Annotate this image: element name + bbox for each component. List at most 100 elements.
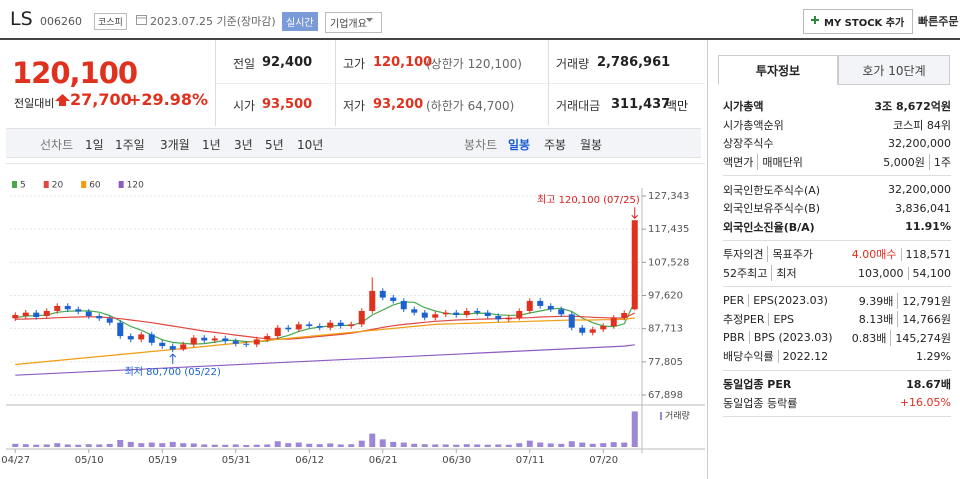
volume-bar [526,440,533,447]
row-value: 코스피 84위 [893,117,951,133]
candle-body [631,220,638,310]
volume-bar [621,442,628,447]
candle-body [558,309,565,315]
volume-bar [180,443,187,447]
candle-body [400,300,407,310]
candle-body [505,317,512,320]
row-label: 투자의견 목표주가 [723,246,813,263]
value-text: 4.00매수 [851,248,897,262]
change-amount: 27,700 [70,90,132,109]
value-text: 1.29% [916,349,951,363]
value-text: 32,200,000 [888,136,951,150]
info-divider [216,83,705,84]
volume-bar [33,444,40,447]
volume-legend: 거래량 [665,410,690,422]
period-tab[interactable]: 1일 [85,138,104,152]
candle-tab[interactable]: 일봉 [508,138,531,152]
row-label: PBR BPS (2023.03) [723,331,833,345]
candle-body [463,310,470,315]
row-value: 3조 8,672억원 [874,98,951,114]
y-tick-label: 107,528 [648,257,689,268]
label-text: 외국인보유주식수(B) [723,202,821,216]
value-text: 5,000원 [883,156,925,170]
ma-line [15,312,636,340]
candle-tab[interactable]: 봉차트 [464,138,498,152]
period-tab[interactable]: 3년 [234,138,253,152]
candle-body [484,312,491,316]
volume-bar [400,442,407,447]
period-tab[interactable]: 5년 [265,138,284,152]
period-tab[interactable]: 선차트 [40,138,74,152]
label-text: PBR [723,331,745,345]
value-text: 1주 [928,154,951,171]
side-tab[interactable]: 호가 10단계 [838,55,950,85]
info-note: (상한가 120,100) [426,57,522,71]
candle-body [85,311,92,316]
label-text: 매매단위 [757,154,803,171]
volume-bar [285,443,292,447]
calendar-icon [136,15,147,25]
info-unit: 백만 [666,99,689,113]
label-text: EPS(2023.03) [748,294,828,308]
info-label: 거래량 [556,57,590,71]
candle-body [159,342,166,347]
quick-order[interactable]: 빠른주문 [918,15,959,28]
stock-name: LS [10,8,33,30]
volume-bar [505,444,512,447]
candle-body [568,314,575,328]
candle-body [379,290,386,298]
period-tab[interactable]: 3개월 [160,138,190,152]
candle-body [243,343,250,345]
realtime-badge[interactable]: 실시간 [282,12,318,31]
period-tab[interactable]: 1년 [202,138,221,152]
value-text: 9.39배 [858,294,894,308]
candle-tab[interactable]: 월봉 [580,138,603,152]
candle-body [348,324,355,327]
y-tick-label: 77,805 [648,357,683,368]
label-text: 외국인한도주식수(A) [723,183,821,197]
side-tab[interactable]: 투자정보 [718,55,838,85]
candle-body [411,309,418,313]
row-value: 3,836,041 [895,202,951,215]
candle-body [148,334,155,343]
label-text: 2022.12 [777,349,828,363]
plus-icon [811,16,819,24]
volume-bar [253,444,260,447]
up-arrow [55,94,70,106]
value-text: 118,571 [900,247,951,261]
row-label: 외국인한도주식수(A) [723,182,820,198]
info-row: 외국인한도주식수(A) 32,200,000 [723,180,951,199]
label-text: PER [723,294,745,308]
overview-button[interactable]: 기업개요 [325,12,382,33]
value-text: 12,791원 [897,292,951,309]
value-text: 3,836,041 [895,201,951,215]
stock-chart: 127,343 117,435 107,528 97,620 87,713 77,805 6… [1,163,705,466]
info-row: 투자의견 목표주가 4.00매수 118,571 [723,245,951,264]
candle-body [610,317,617,327]
period-tab[interactable]: 10년 [297,138,324,152]
y-tick-label: 97,620 [648,291,683,302]
value-text: 3조 8,672억원 [874,100,951,114]
row-label: 외국인소진율(B/A) [723,219,815,235]
info-value: 120,100 [373,55,433,70]
candle-body [96,315,103,319]
info-group: 투자의견 목표주가 4.00매수 118,571 52주최고 최저 103,000 54,10… [723,241,951,288]
candle-body [169,346,176,350]
info-value: 311,437 [611,97,671,112]
info-row: 외국인소진율(B/A) 11.91% [723,218,951,237]
volume-bar [316,444,323,447]
change-rate: +29.98% [128,90,209,109]
candle-body [22,312,29,316]
candle-body [621,312,628,318]
candle-body [316,326,323,328]
volume-bar [453,444,460,447]
volume-bar [348,444,355,447]
volume-bar [442,444,449,447]
mystock-button[interactable]: MY STOCK 추가 [803,9,914,34]
volume-bar [421,444,428,447]
period-tab[interactable]: 1주일 [115,138,145,152]
volume-bar [327,443,334,447]
candle-tab[interactable]: 주봉 [544,138,567,152]
candle-body [64,305,71,310]
value-text: 145,274원 [890,329,951,346]
